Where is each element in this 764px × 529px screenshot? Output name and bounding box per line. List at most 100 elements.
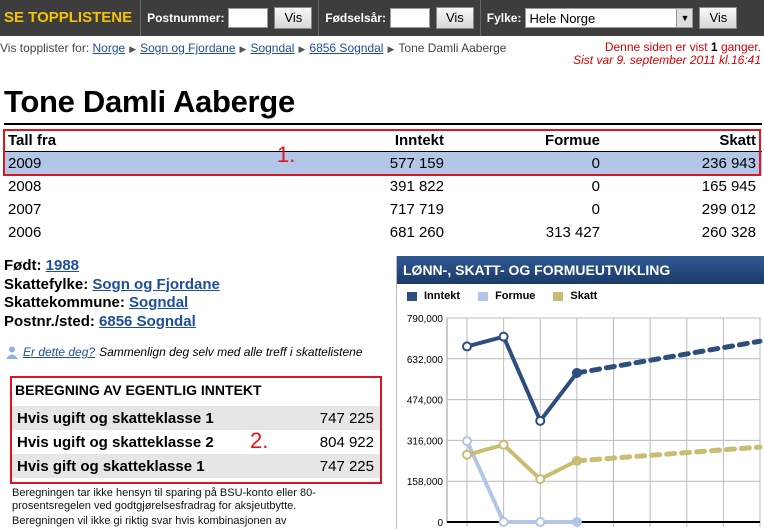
skattefylke-link[interactable]: Sogn og Fjordane [92,275,220,293]
header-inntekt: Inntekt [394,131,444,149]
data-point-formue [462,436,472,447]
data-point-skatt [571,455,582,466]
postnr-label: Postnr./sted: [4,312,95,330]
y-tick-label: 632,000 [407,355,444,366]
legend-item-skatt: Skatt [553,290,597,302]
calc-label: Hvis gift og skatteklasse 1 [17,457,205,475]
cell-year: 2006 [8,224,42,241]
skattefylke-label: Skattefylke: [4,275,89,293]
calc-row: Hvis ugift og skatteklasse 1 747 225 [12,406,380,430]
breadcrumb-current: Tone Damli Aaberge [398,41,507,55]
cell-skatt: 236 943 [701,155,756,172]
breadcrumb-item-postnr[interactable]: 6856 Sogndal [309,41,384,55]
cell-skatt: 260 328 [701,224,756,241]
fodt-label: Født: [4,257,42,274]
fylke-label: Fylke: [486,11,522,25]
table-row[interactable]: 2009 577 159 0 236 943 [4,152,762,175]
data-point-skatt [535,474,546,485]
view-counter: Denne siden er vist 1 ganger. Sist var 9… [573,41,761,67]
calc-label: Hvis ugift og skatteklasse 1 [17,409,214,427]
table-row[interactable]: 2008 391 822 0 165 945 [4,175,762,198]
breadcrumb-arrow-icon: ▶ [239,44,247,54]
views-last: Sist var 9. september 2011 kl.16:41 [573,53,761,67]
compare-link[interactable]: Er dette deg? [23,345,96,359]
breadcrumb-arrow-icon: ▶ [298,44,306,54]
legend-label: Formue [495,290,536,302]
cell-formue: 0 [591,178,600,195]
fodselsar-vis-button[interactable]: Vis [435,7,474,29]
data-point-skatt [498,439,509,450]
cell-skatt: 299 012 [701,201,756,218]
series-line-inntekt [466,334,579,423]
cell-formue: 0 [591,201,600,218]
series-line-formue [465,440,577,524]
cell-inntekt: 717 719 [389,201,444,218]
series-line-skatt [466,442,578,482]
title-divider [4,123,762,125]
fodselsar-label: Fødselsår: [325,11,386,25]
cell-skatt: 165 945 [701,178,756,195]
legend-label: Inntekt [424,290,461,302]
compare-row: Er dette deg? Sammenlign deg selv med al… [5,345,363,359]
table-row[interactable]: 2006 681 260 313 427 260 328 [4,221,762,244]
header-skatt: Skatt [719,131,756,149]
breadcrumb-item-norge[interactable]: Norge [92,41,126,55]
page-title: Tone Damli Aaberge [4,84,295,119]
series-projection-inntekt [574,338,763,376]
breadcrumb-item-fylke[interactable]: Sogn og Fjordane [140,41,236,55]
skattekommune-label: Skattekommune: [4,294,125,311]
legend-item-formue: Formue [478,290,535,302]
annotation-box-1 [3,129,761,176]
calc-value: 804 922 [319,433,374,451]
data-point-inntekt [571,367,582,378]
postnummer-input[interactable] [228,8,269,28]
chevron-down-icon[interactable]: ▼ [676,9,693,27]
header-formue: Formue [544,131,600,149]
calc-row: Hvis ugift og skatteklasse 2 804 922 [12,430,380,454]
fodt-link[interactable]: 1988 [45,257,80,274]
cell-formue: 313 427 [545,224,600,241]
calc-note: Beregningen tar ikke hensyn til sparing … [12,487,382,529]
data-point-inntekt [462,341,472,352]
data-point-inntekt [498,331,509,342]
table-header-row: Tall fra Inntekt Formue Skatt [4,129,762,152]
calc-value: 747 225 [319,409,374,427]
income-calculation-box: BEREGNING AV EGENTLIG INNTEKT Hvis ugift… [10,376,382,484]
postnr-link[interactable]: 6856 Sogndal [99,312,196,330]
y-tick-label: 790,000 [407,314,444,325]
legend-label: Skatt [570,290,598,302]
series-projection-skatt [574,444,763,464]
views-text-before: Denne siden er vist [604,40,708,54]
cell-formue: 0 [591,155,600,172]
breadcrumb-prefix: Vis topplister for: [0,41,90,55]
calc-note-1: Beregningen tar ikke hensyn til sparing … [12,487,316,512]
annotation-number-1: 1. [277,142,296,167]
postnummer-group: Postnummer: Vis [141,0,320,36]
legend-item-inntekt: Inntekt [407,290,460,302]
fylke-select[interactable]: Hele Norge ▼ [525,8,694,28]
fodselsar-input[interactable] [389,8,430,28]
cell-year: 2008 [8,178,42,195]
postnummer-vis-button[interactable]: Vis [274,7,313,29]
calc-label: Hvis ugift og skatteklasse 2 [17,433,214,451]
legend-swatch-skatt [553,291,564,301]
skattekommune-link[interactable]: Sogndal [129,294,189,311]
breadcrumb-arrow-icon: ▶ [387,44,395,54]
calc-title: BEREGNING AV EGENTLIG INNTEKT [15,382,262,398]
calc-value: 747 225 [319,457,374,475]
compare-text: Sammenlign deg selv med alle treff i ska… [99,345,363,359]
cell-year: 2007 [8,201,42,218]
y-tick-label: 474,000 [407,396,444,407]
table-row[interactable]: 2007 717 719 0 299 012 [4,198,762,221]
fylke-vis-button[interactable]: Vis [699,7,738,29]
y-tick-label: 158,000 [407,477,444,488]
breadcrumb-arrow-icon: ▶ [129,44,137,54]
calc-note-2: Beregningen vil ikke gi riktig svar hvis… [12,515,287,527]
calc-row: Hvis gift og skatteklasse 1 747 225 [12,454,380,478]
legend-swatch-formue [478,291,489,301]
cell-inntekt: 391 822 [389,178,444,195]
fylke-group: Fylke: Hele Norge ▼ Vis [481,0,744,36]
data-point-formue [571,517,582,527]
breadcrumb-item-kommune[interactable]: Sogndal [250,41,295,55]
brand-link[interactable]: SE TOPPLISTENE [0,0,142,36]
